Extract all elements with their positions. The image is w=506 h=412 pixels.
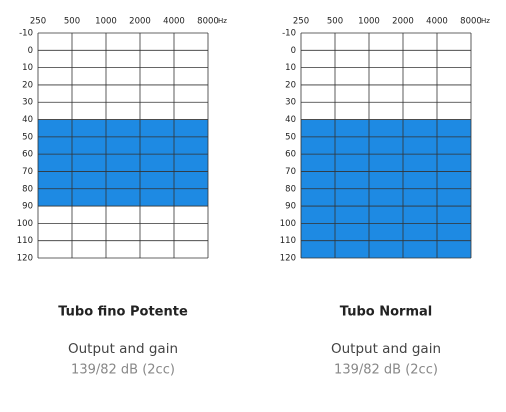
y-tick-label: 0 xyxy=(28,46,33,56)
y-tick-label: 70 xyxy=(22,167,33,177)
y-tick-label: 10 xyxy=(22,63,33,73)
chart-title: Tubo fino Potente xyxy=(58,305,188,320)
y-tick-label: 110 xyxy=(280,236,296,246)
x-unit: Hz xyxy=(481,17,490,25)
y-tick-label: 50 xyxy=(22,132,33,142)
chart-note: 139/82 dB (2cc) xyxy=(334,363,438,378)
x-tick-label: 250 xyxy=(293,17,309,27)
chart-subtitle: Output and gain xyxy=(68,341,178,357)
x-tick-label: 250 xyxy=(30,17,46,27)
y-tick-label: 40 xyxy=(285,115,296,125)
y-tick-label: 120 xyxy=(280,254,296,264)
range-band xyxy=(38,119,208,207)
y-tick-label: -10 xyxy=(282,29,296,39)
x-tick-label: 4000 xyxy=(426,17,448,27)
y-tick-label: 60 xyxy=(285,150,296,160)
y-tick-label: -10 xyxy=(19,29,33,39)
y-tick-label: 60 xyxy=(22,150,33,160)
chart-note: 139/82 dB (2cc) xyxy=(71,363,175,378)
y-tick-label: 30 xyxy=(285,98,296,108)
x-tick-label: 8000 xyxy=(197,17,219,27)
y-tick-label: 90 xyxy=(285,202,296,212)
y-tick-label: 80 xyxy=(22,184,33,194)
y-tick-label: 20 xyxy=(22,80,33,90)
x-tick-label: 500 xyxy=(327,17,343,27)
y-tick-label: 70 xyxy=(285,167,296,177)
x-tick-label: 1000 xyxy=(358,17,380,27)
y-tick-label: 80 xyxy=(285,184,296,194)
x-tick-label: 2000 xyxy=(129,17,151,27)
y-tick-label: 20 xyxy=(285,80,296,90)
y-tick-label: 100 xyxy=(17,219,33,229)
y-tick-label: 10 xyxy=(285,63,296,73)
x-tick-label: 8000 xyxy=(460,17,482,27)
chart-subtitle: Output and gain xyxy=(331,341,441,357)
y-tick-label: 120 xyxy=(17,254,33,264)
y-tick-label: 30 xyxy=(22,98,33,108)
y-tick-label: 50 xyxy=(285,132,296,142)
x-tick-label: 1000 xyxy=(95,17,117,27)
y-tick-label: 110 xyxy=(17,236,33,246)
y-tick-label: 40 xyxy=(22,115,33,125)
x-unit: Hz xyxy=(218,17,227,25)
y-tick-label: 0 xyxy=(291,46,296,56)
chart-title: Tubo Normal xyxy=(340,305,432,320)
x-tick-label: 2000 xyxy=(392,17,414,27)
y-tick-label: 90 xyxy=(22,202,33,212)
x-tick-label: 500 xyxy=(64,17,80,27)
y-tick-label: 100 xyxy=(280,219,296,229)
x-tick-label: 4000 xyxy=(163,17,185,27)
